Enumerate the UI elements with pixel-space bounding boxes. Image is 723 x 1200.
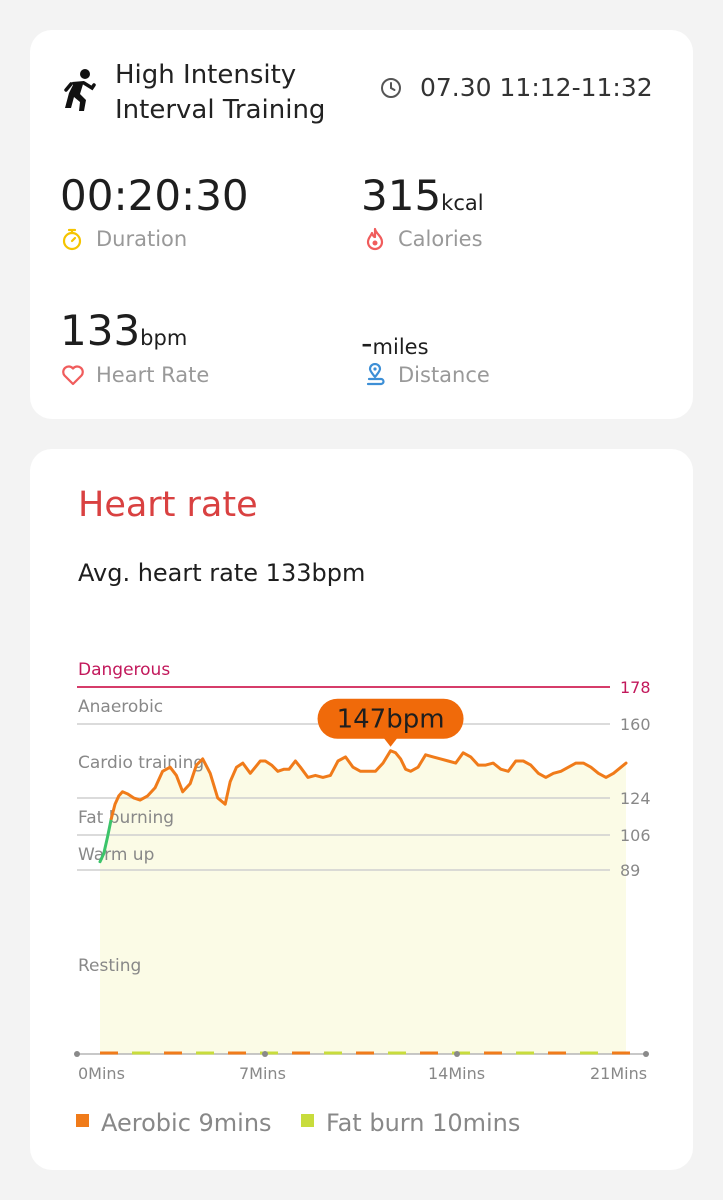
heart-rate-title: Heart rate <box>78 485 258 525</box>
x-tick-dot <box>262 1051 268 1057</box>
x-tick-label: 0Mins <box>78 1064 125 1083</box>
heart-rate-card: Heart rate Avg. heart rate 133bpm 178 160… <box>30 449 693 1170</box>
y-tick-label: 124 <box>620 789 651 808</box>
x-tick-label: 7Mins <box>239 1064 286 1083</box>
x-tick-dot <box>454 1051 460 1057</box>
zone-label-warm-up: Warm up <box>78 845 154 865</box>
heart-rate-chart: 178 160 124 106 89 Dangerous Anaerobic Cardio t… <box>74 660 651 1083</box>
legend-label-aerobic: Aerobic 9mins <box>101 1109 272 1137</box>
x-tick-label: 21Mins <box>590 1064 647 1083</box>
y-tick-label: 160 <box>620 715 651 734</box>
calories-value: 315 <box>361 171 442 220</box>
calories-unit: kcal <box>441 191 484 215</box>
legend-aerobic: Aerobic 9mins <box>76 1109 272 1137</box>
y-tick-label: 89 <box>620 861 640 880</box>
y-tick-label: 106 <box>620 826 651 845</box>
zone-label-resting: Resting <box>78 956 141 976</box>
duration-value: 00:20:30 <box>60 171 249 220</box>
x-tick-dot <box>643 1051 649 1057</box>
zone-label-fat-burning: Fat burning <box>78 808 174 828</box>
legend-fat-burn: Fat burn 10mins <box>301 1109 520 1137</box>
heart-rate-unit: bpm <box>140 326 188 350</box>
workout-title: High Intensity Interval Training <box>115 60 326 125</box>
heart-rate-series-line <box>109 749 628 821</box>
heart-rate-label: Heart Rate <box>96 363 210 387</box>
calories-stat: 315kcal <box>361 173 484 219</box>
x-tick-label: 14Mins <box>428 1064 485 1083</box>
legend-swatch-aerobic <box>76 1114 89 1127</box>
legend-swatch-fat-burn <box>301 1114 314 1127</box>
x-tick-dot <box>74 1051 80 1057</box>
y-tick-label: 178 <box>620 678 651 697</box>
calories-label: Calories <box>398 227 483 251</box>
peak-badge-pointer <box>383 737 398 747</box>
zone-label-cardio-training: Cardio training <box>78 753 204 773</box>
distance-label: Distance <box>398 363 490 387</box>
location-pin-icon <box>366 363 385 386</box>
duration-label: Duration <box>96 227 188 251</box>
heart-icon <box>62 365 84 386</box>
workout-time-range: 07.30 11:12-11:32 <box>420 73 653 102</box>
distance-unit: miles <box>372 335 429 359</box>
flame-icon <box>366 227 384 251</box>
clock-icon <box>381 78 401 98</box>
average-heart-rate: Avg. heart rate 133bpm <box>78 559 366 587</box>
chart-area-fill <box>100 750 626 1054</box>
warmup-series-line <box>98 817 113 864</box>
zone-label-anaerobic: Anaerobic <box>78 697 163 717</box>
running-person-icon <box>64 69 96 111</box>
peak-label: 147bpm <box>337 705 445 735</box>
workout-summary-card: High Intensity Interval Training 07.30 1… <box>30 30 693 419</box>
heart-rate-stat: 133bpm <box>60 308 187 354</box>
peak-badge <box>317 698 464 739</box>
distance-stat: -miles <box>361 320 429 366</box>
zone-label-dangerous: Dangerous <box>78 660 170 680</box>
distance-value: - <box>361 324 373 362</box>
legend-label-fat-burn: Fat burn 10mins <box>326 1109 521 1137</box>
heart-rate-value: 133 <box>60 306 141 355</box>
stopwatch-icon <box>62 228 82 251</box>
